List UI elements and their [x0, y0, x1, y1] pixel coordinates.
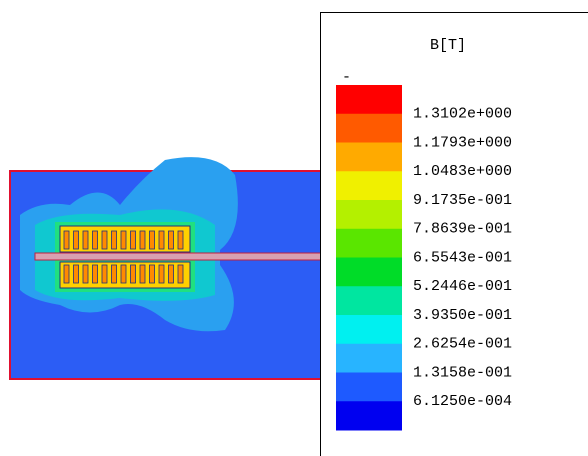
color-swatch — [336, 343, 402, 373]
color-swatch — [336, 315, 402, 345]
color-swatch — [336, 113, 402, 143]
tooth — [177, 230, 184, 250]
tooth — [82, 230, 89, 250]
legend-label: 2.6254e-001 — [413, 336, 512, 353]
color-swatch — [336, 372, 402, 402]
color-swatch — [336, 85, 402, 115]
field-plot — [9, 157, 331, 380]
legend-label: 1.3158e-001 — [413, 364, 512, 381]
legend-label: 5.2446e-001 — [413, 278, 512, 295]
coil-teeth — [63, 230, 184, 284]
color-swatch — [336, 171, 402, 201]
tooth — [111, 264, 117, 284]
tooth — [149, 264, 155, 284]
color-swatch — [336, 257, 402, 287]
tooth — [168, 230, 174, 250]
color-swatch — [336, 286, 402, 316]
tooth — [120, 230, 127, 250]
tooth — [120, 264, 127, 284]
legend-label: 1.3102e+000 — [413, 106, 512, 123]
tooth — [111, 230, 117, 250]
tooth — [101, 230, 108, 250]
tooth — [177, 264, 184, 284]
tooth — [149, 230, 155, 250]
legend-label: 6.5543e-001 — [413, 249, 512, 266]
color-swatch — [336, 228, 402, 258]
tooth — [139, 230, 146, 250]
legend-label: 1.0483e+000 — [413, 163, 512, 180]
legend-label: 6.1250e-004 — [413, 393, 512, 410]
tooth — [92, 230, 98, 250]
tooth — [73, 264, 79, 284]
legend-label: 7.8639e-001 — [413, 221, 512, 238]
tooth — [158, 264, 165, 284]
tooth — [130, 230, 136, 250]
tooth — [130, 264, 136, 284]
tooth — [73, 230, 79, 250]
tooth — [158, 230, 165, 250]
shaft — [34, 252, 323, 261]
tooth — [82, 264, 89, 284]
legend-marker: - — [342, 69, 351, 86]
color-swatch — [336, 142, 402, 172]
legend-label: 3.9350e-001 — [413, 307, 512, 324]
color-swatch — [336, 401, 402, 431]
tooth — [63, 230, 70, 250]
legend-label: 9.1735e-001 — [413, 192, 512, 209]
color-swatch — [336, 200, 402, 230]
tooth — [92, 264, 98, 284]
tooth — [168, 264, 174, 284]
legend-label: 1.1793e+000 — [413, 134, 512, 151]
legend-title: B[T] — [430, 37, 466, 54]
tooth — [101, 264, 108, 284]
tooth — [139, 264, 146, 284]
tooth — [63, 264, 70, 284]
